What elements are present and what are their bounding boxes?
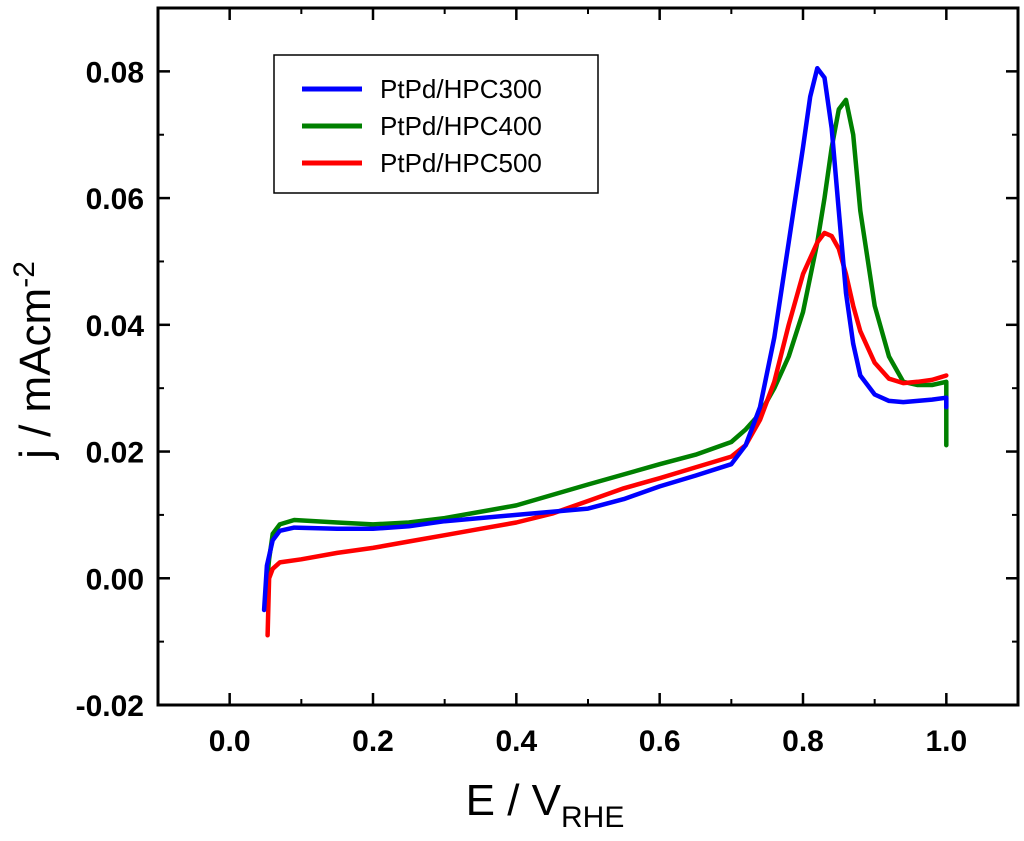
legend-label-hpc300: PtPd/HPC300: [380, 74, 542, 104]
y-axis-title-sup: -2: [8, 261, 41, 288]
x-axis-ticks: 0.0 0.2 0.4 0.6 0.8 1.0: [209, 8, 967, 758]
y-tick-label: -0.02: [76, 690, 144, 723]
x-tick-label: 0.6: [639, 725, 681, 758]
y-axis-ticks: -0.02 0.00 0.02 0.04 0.06 0.08: [76, 56, 1018, 723]
y-tick-label: 0.00: [86, 563, 144, 596]
y-tick-label: 0.08: [86, 56, 144, 89]
y-tick-label: 0.06: [86, 183, 144, 216]
x-tick-label: 0.8: [782, 725, 824, 758]
legend-label-hpc500: PtPd/HPC500: [380, 148, 542, 178]
y-tick-label: 0.02: [86, 437, 144, 470]
x-tick-label: 1.0: [925, 725, 967, 758]
x-axis-title: E / VRHE: [466, 776, 625, 834]
series-lines: [261, 65, 949, 638]
legend-label-hpc400: PtPd/HPC400: [380, 111, 542, 141]
y-axis-title: j / mAcm-2: [8, 261, 60, 461]
legend: PtPd/HPC300 PtPd/HPC400 PtPd/HPC500: [273, 54, 599, 194]
x-axis-title-main: E / V: [466, 776, 562, 825]
x-tick-label: 0.2: [352, 725, 394, 758]
x-tick-label: 0.4: [495, 725, 537, 758]
x-tick-label: 0.0: [209, 725, 251, 758]
y-tick-label: 0.04: [86, 310, 145, 343]
series-line-hpc300: [261, 65, 949, 613]
y-axis-title-main: j / mAcm: [11, 288, 60, 461]
x-axis-title-sub: RHE: [561, 801, 624, 834]
